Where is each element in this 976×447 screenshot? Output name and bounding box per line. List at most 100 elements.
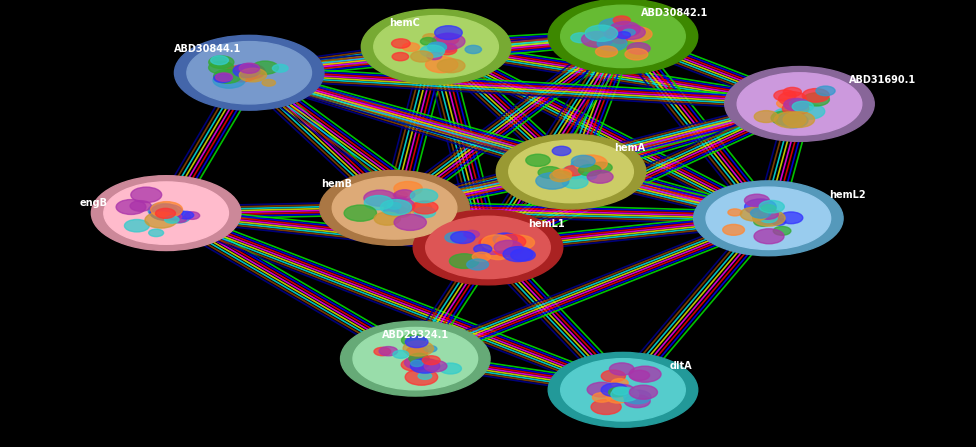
Circle shape bbox=[604, 30, 622, 38]
Circle shape bbox=[486, 247, 510, 260]
Circle shape bbox=[745, 194, 769, 207]
Circle shape bbox=[437, 59, 465, 73]
Circle shape bbox=[493, 233, 517, 245]
Circle shape bbox=[410, 189, 437, 203]
Circle shape bbox=[232, 64, 264, 80]
Circle shape bbox=[609, 388, 627, 396]
Circle shape bbox=[582, 172, 596, 180]
Circle shape bbox=[445, 232, 467, 243]
Circle shape bbox=[560, 168, 579, 177]
Circle shape bbox=[130, 201, 151, 211]
Circle shape bbox=[432, 33, 465, 50]
Circle shape bbox=[341, 321, 490, 396]
Circle shape bbox=[155, 206, 179, 218]
Circle shape bbox=[411, 51, 433, 62]
Circle shape bbox=[401, 334, 426, 346]
Circle shape bbox=[777, 98, 796, 109]
Circle shape bbox=[421, 38, 436, 45]
Circle shape bbox=[224, 65, 258, 82]
Circle shape bbox=[391, 39, 410, 48]
Circle shape bbox=[387, 202, 401, 209]
Circle shape bbox=[466, 45, 481, 54]
Circle shape bbox=[148, 203, 177, 218]
Circle shape bbox=[379, 346, 397, 356]
Circle shape bbox=[761, 205, 776, 212]
Circle shape bbox=[601, 383, 628, 396]
Circle shape bbox=[617, 32, 630, 38]
Circle shape bbox=[508, 140, 633, 202]
Circle shape bbox=[745, 199, 776, 215]
Circle shape bbox=[415, 207, 435, 218]
Circle shape bbox=[506, 235, 535, 250]
Circle shape bbox=[553, 169, 572, 178]
Circle shape bbox=[560, 358, 685, 421]
Circle shape bbox=[412, 201, 438, 214]
Circle shape bbox=[557, 170, 574, 178]
Circle shape bbox=[384, 198, 415, 213]
Circle shape bbox=[619, 30, 637, 40]
Circle shape bbox=[436, 34, 459, 45]
Circle shape bbox=[427, 52, 442, 59]
Circle shape bbox=[590, 162, 612, 173]
Circle shape bbox=[771, 111, 799, 125]
Circle shape bbox=[235, 64, 265, 79]
Text: ABD30844.1: ABD30844.1 bbox=[174, 44, 241, 54]
Circle shape bbox=[497, 134, 646, 209]
Circle shape bbox=[238, 66, 254, 74]
Circle shape bbox=[320, 170, 469, 245]
Circle shape bbox=[237, 67, 254, 76]
Circle shape bbox=[92, 176, 241, 250]
Circle shape bbox=[606, 391, 630, 403]
Circle shape bbox=[211, 56, 228, 65]
Circle shape bbox=[610, 21, 640, 37]
Circle shape bbox=[601, 370, 626, 382]
Circle shape bbox=[272, 64, 288, 72]
Circle shape bbox=[175, 35, 324, 110]
Text: hemC: hemC bbox=[389, 18, 421, 28]
Circle shape bbox=[549, 0, 698, 74]
Circle shape bbox=[725, 67, 874, 141]
Circle shape bbox=[493, 241, 523, 257]
Circle shape bbox=[406, 346, 427, 357]
Circle shape bbox=[413, 210, 563, 285]
Circle shape bbox=[467, 259, 489, 270]
Circle shape bbox=[625, 395, 650, 408]
Circle shape bbox=[592, 392, 611, 402]
Circle shape bbox=[472, 252, 491, 261]
Circle shape bbox=[526, 154, 550, 166]
Circle shape bbox=[538, 167, 561, 178]
Text: hemL2: hemL2 bbox=[829, 190, 866, 200]
Circle shape bbox=[774, 112, 806, 128]
Circle shape bbox=[623, 29, 635, 35]
Circle shape bbox=[629, 366, 661, 382]
Circle shape bbox=[752, 209, 785, 225]
Circle shape bbox=[374, 16, 499, 78]
Circle shape bbox=[434, 26, 463, 39]
Circle shape bbox=[392, 52, 409, 61]
Circle shape bbox=[483, 244, 504, 254]
Circle shape bbox=[481, 235, 512, 250]
Circle shape bbox=[374, 347, 390, 356]
Circle shape bbox=[595, 46, 618, 57]
Circle shape bbox=[562, 176, 588, 189]
Circle shape bbox=[613, 16, 630, 25]
Text: ABD30842.1: ABD30842.1 bbox=[641, 8, 709, 18]
Circle shape bbox=[779, 92, 806, 105]
Circle shape bbox=[737, 73, 862, 135]
Circle shape bbox=[216, 73, 232, 81]
Circle shape bbox=[394, 190, 415, 200]
Circle shape bbox=[409, 353, 429, 363]
Circle shape bbox=[186, 42, 311, 104]
Circle shape bbox=[393, 191, 408, 198]
Circle shape bbox=[772, 218, 786, 225]
Circle shape bbox=[209, 61, 234, 74]
Circle shape bbox=[571, 33, 590, 43]
Circle shape bbox=[503, 247, 533, 261]
Circle shape bbox=[609, 363, 634, 375]
Circle shape bbox=[757, 209, 779, 219]
Circle shape bbox=[740, 207, 768, 221]
Circle shape bbox=[784, 98, 808, 111]
Circle shape bbox=[423, 34, 438, 41]
Circle shape bbox=[383, 205, 406, 216]
Circle shape bbox=[404, 356, 430, 369]
